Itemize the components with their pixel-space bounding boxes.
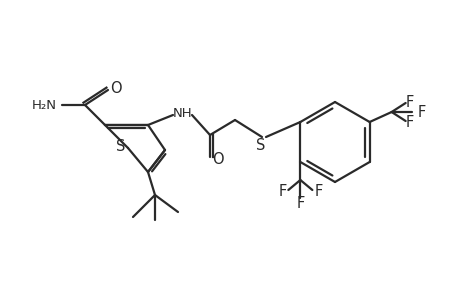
Text: O: O — [212, 152, 224, 166]
Text: F: F — [417, 104, 425, 119]
Text: F: F — [296, 196, 304, 211]
Text: F: F — [278, 184, 286, 200]
Text: H₂N: H₂N — [31, 98, 56, 112]
Text: F: F — [405, 94, 413, 110]
Text: O: O — [110, 80, 122, 95]
Text: S: S — [256, 137, 265, 152]
Text: F: F — [405, 115, 413, 130]
Text: S: S — [116, 139, 125, 154]
Text: F: F — [313, 184, 322, 200]
Text: NH: NH — [173, 106, 192, 119]
